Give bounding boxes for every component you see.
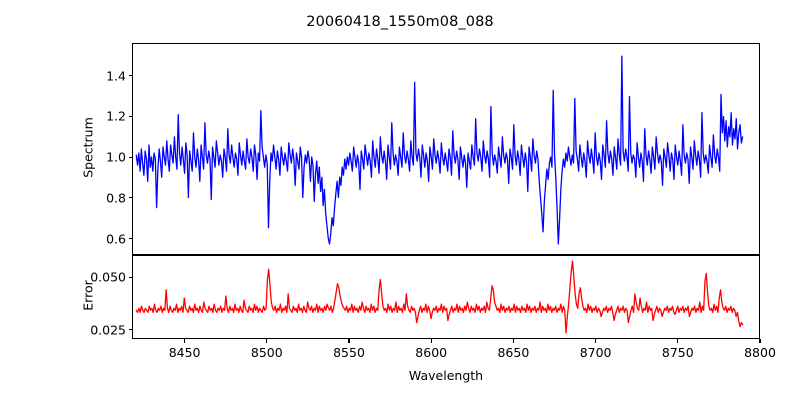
error-series-line	[135, 260, 744, 334]
x-axis-label: Wavelength	[408, 368, 484, 383]
x-tick-label: 8650	[497, 345, 530, 360]
x-tick-label: 8450	[168, 345, 201, 360]
y-tick-label: 0.6	[106, 231, 126, 247]
y-tick-label: 1.0	[106, 149, 126, 165]
y-tick-label: 1.2	[106, 108, 126, 124]
x-tick-label: 8800	[744, 345, 776, 360]
x-tick-mark	[759, 339, 761, 343]
x-tick-mark	[430, 339, 432, 343]
x-tick-label: 8600	[415, 345, 448, 360]
y-tick-mark	[128, 75, 132, 77]
x-tick-mark	[512, 339, 514, 343]
error-y-axis-label: Error	[80, 280, 96, 311]
x-tick-mark	[348, 339, 350, 343]
spectrum-y-axis-label: Spectrum	[80, 117, 96, 178]
x-tick-mark	[184, 339, 186, 343]
spectrum-plot-panel	[132, 43, 760, 255]
x-tick-label: 8500	[250, 345, 283, 360]
y-tick-mark	[128, 238, 132, 240]
x-tick-mark	[595, 339, 597, 343]
y-tick-mark	[128, 329, 132, 331]
y-tick-mark	[128, 276, 132, 278]
y-tick-mark	[128, 115, 132, 117]
y-tick-mark	[128, 156, 132, 158]
x-tick-mark	[677, 339, 679, 343]
x-tick-mark	[266, 339, 268, 343]
x-tick-label: 8750	[661, 345, 694, 360]
y-tick-mark	[128, 197, 132, 199]
page-title: 20060418_1550m08_088	[306, 14, 494, 30]
spectrum-series-line	[135, 55, 744, 245]
y-tick-label: 0.025	[90, 322, 126, 338]
x-tick-label: 8700	[579, 345, 612, 360]
y-tick-label: 0.8	[106, 190, 126, 206]
x-tick-label: 8550	[333, 345, 365, 360]
error-plot-panel	[132, 255, 760, 339]
y-tick-label: 0.050	[90, 269, 126, 285]
y-tick-label: 1.4	[106, 68, 126, 84]
